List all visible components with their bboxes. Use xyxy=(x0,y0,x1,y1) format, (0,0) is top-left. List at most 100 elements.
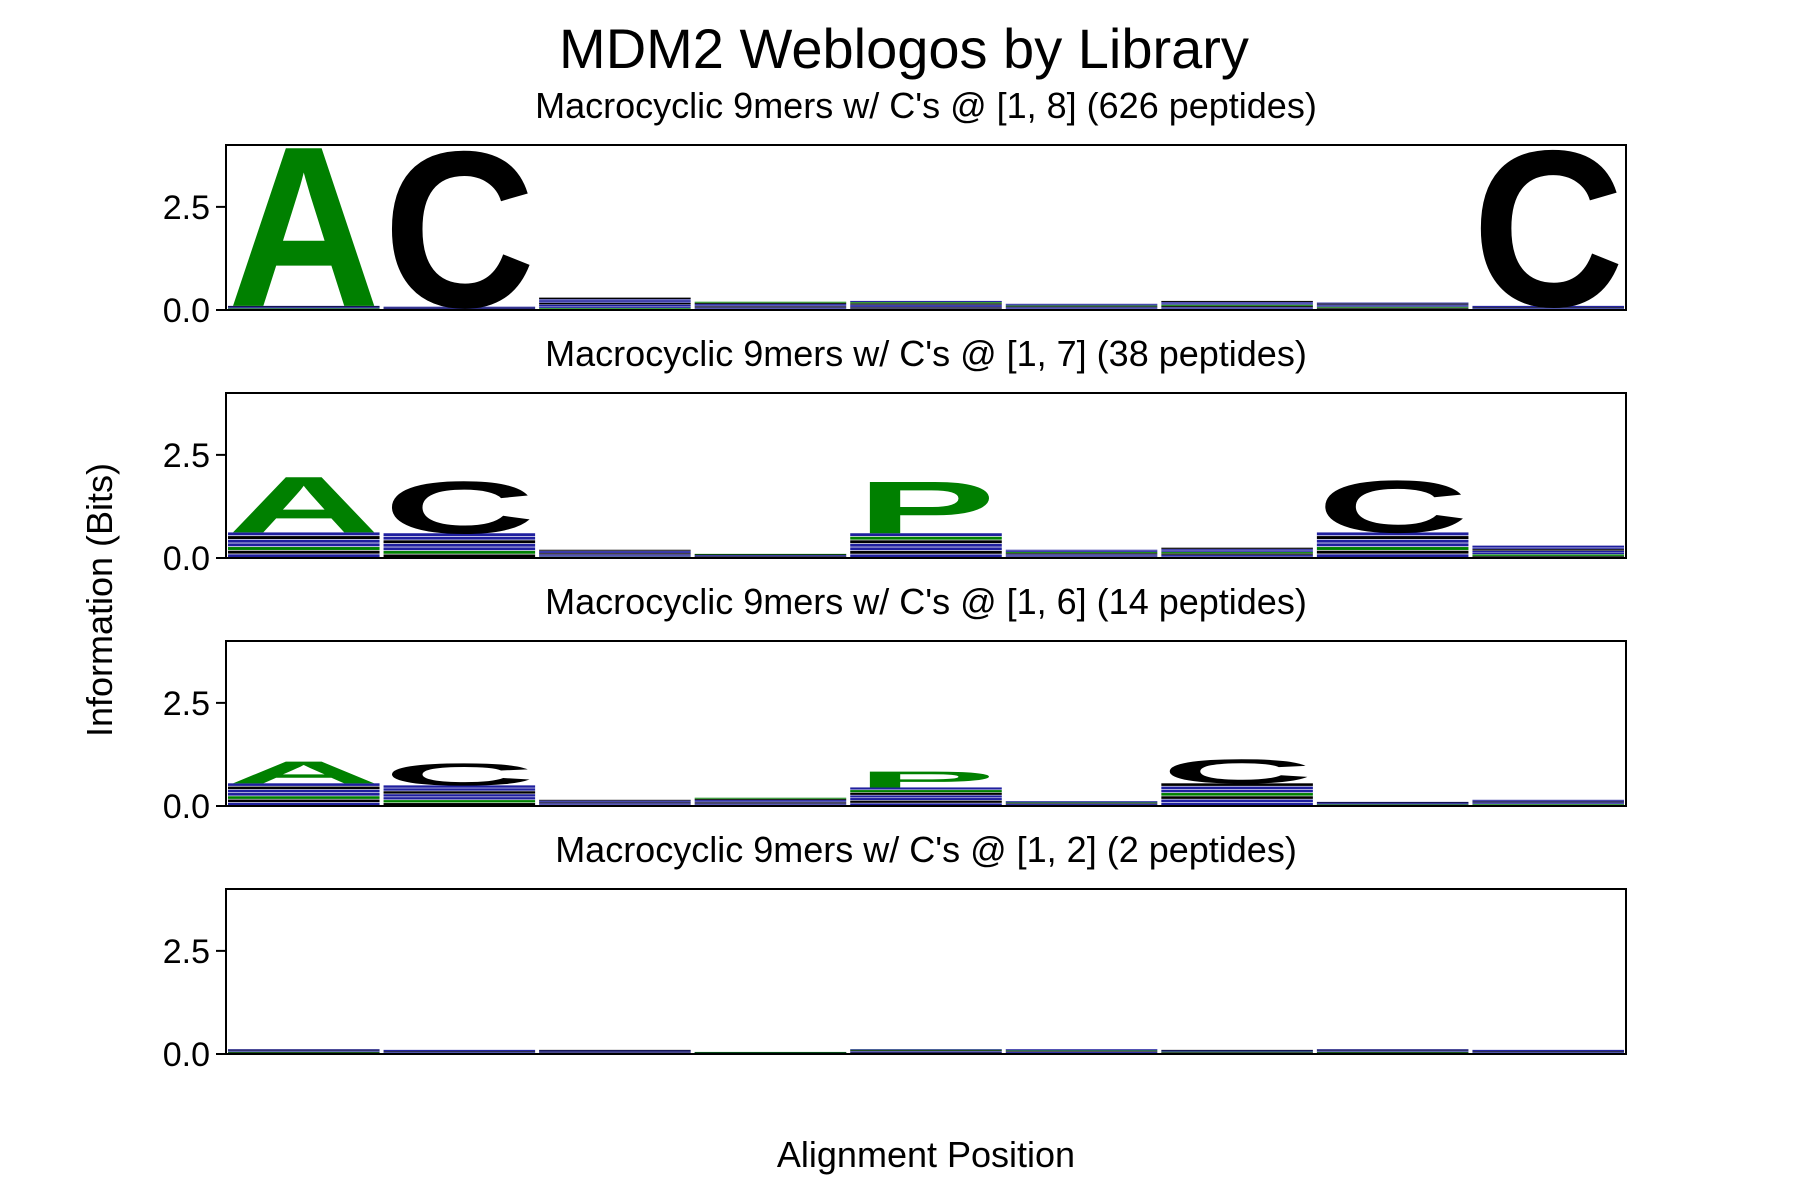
residue-stripe xyxy=(850,795,1002,798)
residue-stripe xyxy=(1161,1052,1313,1053)
residue-stripe xyxy=(1472,801,1624,803)
plot-area-1: A C C0.02.5 xyxy=(163,99,1627,355)
residue-stripe xyxy=(1005,1051,1158,1052)
residue-stripe xyxy=(850,1051,1002,1052)
residue-stripe xyxy=(694,800,847,802)
residue-stripe xyxy=(1005,1051,1158,1053)
residue-stripe xyxy=(1316,1050,1469,1052)
residue-stripe xyxy=(1316,1052,1469,1054)
residue-stripe xyxy=(228,796,380,799)
axes-frame xyxy=(225,640,1627,807)
y-tick-label: 0.0 xyxy=(163,1036,210,1074)
residue-stripe xyxy=(1161,550,1313,552)
residue-stripe xyxy=(228,532,380,536)
panel-title-2: Macrocyclic 9mers w/ C's @ [1, 7] (38 pe… xyxy=(545,333,1307,374)
residue-stripe xyxy=(539,550,691,552)
residue-stripe xyxy=(1316,305,1469,307)
residue-stripe xyxy=(539,802,691,804)
residue-stripe xyxy=(1316,532,1469,536)
axes-frame xyxy=(225,392,1627,559)
residue-stripe xyxy=(1316,536,1469,540)
residue-stripe xyxy=(539,801,691,803)
residue-stripe xyxy=(228,543,380,547)
residue-stripe xyxy=(694,801,847,803)
residue-stripe xyxy=(1316,1049,1469,1050)
residue-stripe xyxy=(539,301,691,303)
residue-stripe xyxy=(383,536,536,540)
residue-stripe xyxy=(383,307,536,308)
y-tick-label: 2.5 xyxy=(163,437,210,475)
residue-stripe xyxy=(694,798,847,800)
residue-stripe xyxy=(850,304,1002,306)
residue-stripe xyxy=(850,800,1002,803)
plot-area-2: A C P C0.02.5 xyxy=(163,392,1627,578)
residue-stripe xyxy=(1161,1049,1313,1051)
residue-stripe xyxy=(1316,303,1469,305)
residue-stripe xyxy=(1472,554,1624,556)
residue-stripe xyxy=(1316,304,1469,306)
residue-stripe xyxy=(228,783,380,786)
panel-title-4: Macrocyclic 9mers w/ C's @ [1, 2] (2 pep… xyxy=(555,829,1297,870)
residue-stripe xyxy=(850,792,1002,795)
residue-stripe xyxy=(1472,308,1624,309)
residue-stripe xyxy=(383,307,536,309)
residue-stripe xyxy=(1472,550,1624,553)
residue-stripe xyxy=(539,1051,691,1052)
residue-stripe xyxy=(539,549,691,551)
residue-stripe xyxy=(383,1052,536,1053)
residue-stripe xyxy=(1472,802,1624,804)
residue-stripe xyxy=(1472,545,1624,548)
logo-letter-c: C xyxy=(1472,104,1624,353)
y-tick-label: 0.0 xyxy=(163,788,210,826)
logo-panel-3: Macrocyclic 9mers w/ C's @ [1, 6] (14 pe… xyxy=(163,581,1627,826)
logo-letter-c: C xyxy=(383,105,535,354)
residue-stripe xyxy=(1005,549,1158,551)
residue-stripe xyxy=(1316,539,1469,543)
residue-stripe xyxy=(383,1050,536,1052)
residue-stripe xyxy=(228,1052,380,1054)
residue-stripe xyxy=(1161,1050,1313,1052)
residue-stripe xyxy=(850,540,1002,544)
residue-stripe xyxy=(228,307,380,309)
residue-stripe xyxy=(383,1051,536,1052)
residue-stripe xyxy=(1316,804,1469,805)
residue-stripe xyxy=(1161,552,1313,554)
residue-stripe xyxy=(383,554,536,558)
residue-stripe xyxy=(539,1051,691,1053)
residue-stripe xyxy=(228,1051,380,1052)
residue-stripe xyxy=(1316,306,1469,308)
residue-stripe xyxy=(1472,1050,1624,1052)
residue-stripe xyxy=(1472,547,1624,549)
residue-stripe xyxy=(1316,547,1469,550)
y-tick-label: 2.5 xyxy=(163,685,210,723)
residue-stripe xyxy=(228,786,380,790)
residue-stripe xyxy=(539,804,691,805)
residue-stripe xyxy=(694,553,847,555)
residue-stripe xyxy=(539,555,691,557)
residue-stripe xyxy=(1005,804,1158,806)
residue-stripe xyxy=(1161,802,1313,806)
residue-stripe xyxy=(1161,793,1313,796)
residue-stripe xyxy=(383,797,536,800)
residue-stripe xyxy=(1161,786,1313,790)
y-tick-label: 2.5 xyxy=(163,189,210,227)
residue-stripe xyxy=(1005,803,1158,805)
axes-frame xyxy=(225,888,1627,1055)
residue-stripe xyxy=(383,547,536,551)
residue-stripe xyxy=(1472,1052,1624,1053)
residue-stripe xyxy=(850,554,1002,558)
residue-stripe xyxy=(1161,799,1313,803)
residue-stripe xyxy=(1316,1049,1469,1051)
residue-stripe xyxy=(1161,555,1313,557)
residue-stripe xyxy=(1472,1051,1624,1053)
residue-stripe xyxy=(694,301,847,303)
residue-stripe xyxy=(539,1050,691,1052)
residue-stripe xyxy=(1472,804,1624,805)
residue-stripe xyxy=(1472,305,1624,307)
residue-stripe xyxy=(1005,555,1158,557)
logo-letter-a: A xyxy=(228,99,380,355)
logo-letter-c: C xyxy=(383,757,535,792)
